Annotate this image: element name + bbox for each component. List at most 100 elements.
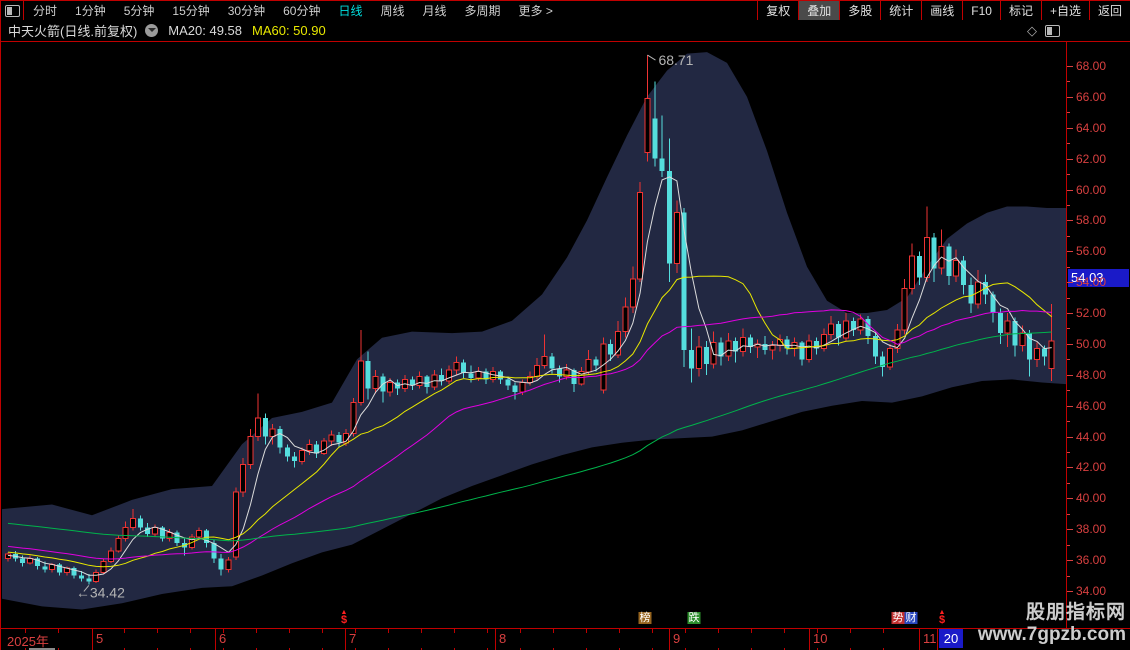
event-badge-财[interactable]: 财	[904, 612, 918, 624]
week-tick	[685, 648, 686, 650]
candlestick-chart[interactable]: 68.71 ←34.42	[2, 42, 1066, 628]
month-label-7: 7	[349, 631, 357, 646]
menu-item-1分钟[interactable]: 1分钟	[75, 3, 106, 18]
event-badge-势[interactable]: 势	[891, 612, 905, 624]
price-tick	[1067, 328, 1070, 330]
menu-item-+自选[interactable]: +自选	[1040, 1, 1089, 20]
week-tick	[421, 629, 422, 633]
price-axis-label: 48.00	[1076, 367, 1107, 382]
dividend-marker-icon[interactable]: ▲ $	[340, 609, 348, 626]
price-tick	[1067, 96, 1073, 98]
menu-item-月线[interactable]: 月线	[422, 3, 447, 18]
price-tick	[1067, 405, 1073, 407]
week-tick	[520, 648, 521, 650]
price-axis-label: 50.00	[1076, 336, 1107, 351]
menu-item-分时[interactable]: 分时	[33, 3, 58, 18]
symbol-title: 中天火箭(日线.前复权)	[8, 24, 138, 39]
month-separator	[495, 629, 496, 648]
diamond-icon[interactable]: ◇	[1027, 23, 1037, 38]
ma-slow-magenta	[7, 309, 1052, 560]
week-tick	[553, 648, 554, 650]
price-tick	[1067, 297, 1070, 299]
month-separator	[345, 629, 346, 648]
date-axis: 2025年 20 5 6 7 8 9 10 11	[1, 628, 1130, 649]
price-tick	[1067, 374, 1073, 376]
menu-item-多周期[interactable]: 多周期	[464, 3, 501, 18]
week-tick	[487, 648, 488, 650]
menu-item-叠加[interactable]: 叠加	[798, 1, 840, 20]
month-label-11: 11	[923, 631, 937, 646]
month-tick	[495, 648, 496, 650]
week-tick	[256, 629, 257, 633]
menu-item-60分钟[interactable]: 60分钟	[283, 3, 321, 18]
low-annotation: ←34.42	[76, 584, 125, 600]
menu-item-标记[interactable]: 标记	[999, 1, 1041, 20]
week-tick	[58, 648, 59, 650]
ma-long-green	[7, 331, 1052, 542]
price-tick	[1067, 313, 1073, 315]
week-tick	[520, 629, 521, 633]
week-tick	[223, 629, 224, 633]
price-tick	[1067, 529, 1073, 531]
week-tick	[322, 648, 323, 650]
price-tick	[1067, 251, 1073, 253]
week-tick	[652, 629, 653, 633]
menu-item-更多 >[interactable]: 更多 >	[518, 3, 553, 18]
week-tick	[784, 648, 785, 650]
top-menu-bar: 分时 1分钟 5分钟 15分钟 30分钟 60分钟 日线 周线 月线 多周期 更多 > 复权 叠加 多股…	[1, 1, 1130, 21]
week-tick	[784, 629, 785, 633]
week-tick	[454, 648, 455, 650]
month-tick	[92, 648, 93, 650]
month-separator	[669, 629, 670, 648]
week-tick	[355, 648, 356, 650]
price-tick	[1067, 498, 1073, 500]
menu-item-画线[interactable]: 画线	[921, 1, 962, 20]
high-annotation: 68.71	[658, 52, 693, 68]
week-tick	[124, 648, 125, 650]
month-label-9: 9	[673, 631, 681, 646]
dividend-marker-icon[interactable]: ▲ $	[938, 609, 946, 626]
menu-item-日线[interactable]: 日线	[338, 3, 363, 18]
candlestick-chart-area[interactable]: 68.71 ←34.42	[2, 42, 1066, 628]
week-tick	[619, 648, 620, 650]
last-date-tag: 20	[939, 629, 963, 648]
menu-item-返回[interactable]: 返回	[1088, 1, 1130, 20]
week-tick	[586, 629, 587, 633]
month-separator	[92, 629, 93, 648]
week-tick	[751, 648, 752, 650]
menu-item-周线[interactable]: 周线	[380, 3, 405, 18]
week-tick	[454, 629, 455, 633]
price-tick	[1067, 112, 1070, 114]
menu-item-30分钟[interactable]: 30分钟	[227, 3, 266, 18]
month-separator	[809, 629, 810, 648]
price-axis-label: 68.00	[1076, 59, 1107, 73]
week-tick	[256, 648, 257, 650]
last-price-tag: 54.03	[1068, 268, 1129, 287]
ma-fast-white	[7, 176, 1052, 576]
week-tick	[850, 648, 851, 650]
week-tick	[388, 629, 389, 633]
week-tick	[124, 629, 125, 633]
week-tick	[58, 629, 59, 633]
price-axis-label: 44.00	[1076, 429, 1107, 444]
split-view-icon[interactable]	[1045, 24, 1060, 37]
menu-item-多股[interactable]: 多股	[839, 1, 880, 20]
menu-item-统计[interactable]: 统计	[880, 1, 921, 20]
price-tick	[1067, 282, 1073, 284]
menu-item-15分钟[interactable]: 15分钟	[172, 3, 210, 18]
price-tick	[1067, 482, 1070, 484]
event-badge-榜[interactable]: 榜	[638, 612, 652, 624]
menu-item-复权[interactable]: 复权	[757, 1, 798, 20]
expand-chevron-icon[interactable]	[145, 24, 159, 37]
price-axis-label: 66.00	[1076, 89, 1107, 104]
volatility-band	[2, 52, 1066, 610]
event-badge-跌[interactable]: 跌	[687, 612, 701, 624]
price-tick	[1067, 421, 1070, 423]
price-axis-label: 34.00	[1076, 583, 1107, 598]
panel-layout-button[interactable]	[1, 1, 24, 20]
menu-item-F10[interactable]: F10	[962, 1, 1000, 20]
week-tick	[817, 629, 818, 633]
week-tick	[685, 629, 686, 633]
week-tick	[190, 629, 191, 633]
menu-item-5分钟[interactable]: 5分钟	[123, 3, 155, 18]
